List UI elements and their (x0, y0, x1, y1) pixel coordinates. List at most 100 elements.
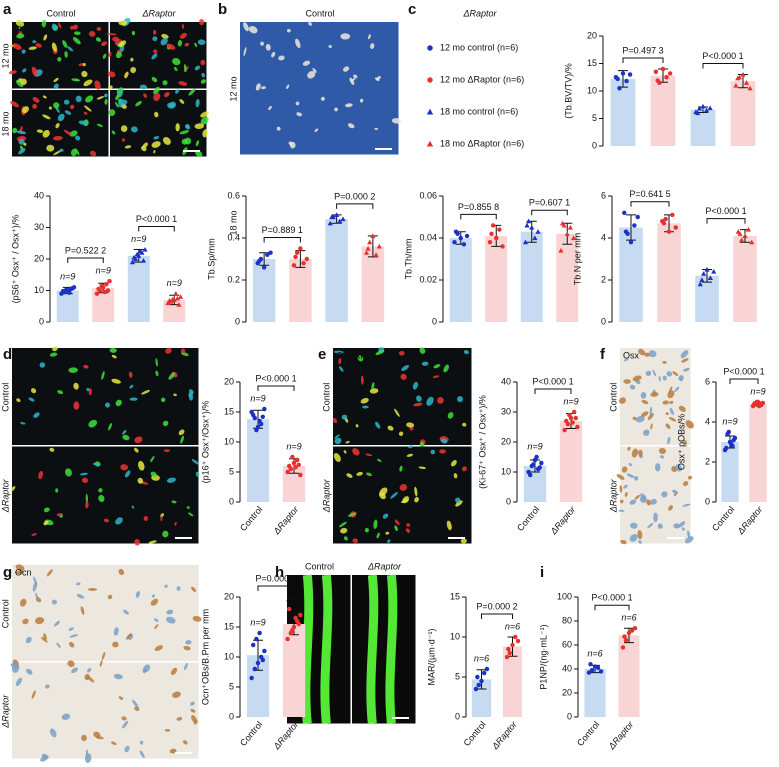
cell (151, 141, 161, 148)
cell (286, 84, 290, 90)
cell (40, 755, 49, 762)
cell (176, 586, 181, 591)
cell (20, 78, 27, 86)
cell (160, 397, 166, 403)
data-point (522, 239, 529, 245)
data-point (293, 254, 298, 260)
data-point (528, 472, 533, 478)
cell (152, 36, 158, 42)
column-label: ΔRaptor (141, 8, 176, 18)
cell (154, 645, 164, 651)
data-point (666, 229, 672, 234)
cell (64, 51, 68, 58)
significance-bracket (702, 63, 744, 69)
data-point (257, 630, 262, 636)
cell (49, 447, 55, 452)
data-point (617, 86, 622, 91)
cell (172, 691, 181, 698)
cell (681, 527, 685, 531)
data-point (254, 636, 259, 642)
data-point (704, 266, 710, 272)
cell (153, 29, 157, 35)
cell (101, 41, 108, 47)
cell (343, 66, 350, 72)
cell (173, 393, 177, 397)
cell (195, 98, 200, 108)
cell (92, 462, 101, 466)
cell (678, 377, 683, 382)
y-tick-label: 4 (601, 232, 606, 242)
n-label: n=9 (527, 441, 542, 451)
cell (377, 458, 382, 462)
legend-label: 18 mo ΔRaptor (n=6) (440, 138, 524, 148)
data-point (290, 454, 295, 460)
cell (10, 486, 16, 492)
panel-letter: c (408, 1, 416, 18)
y-tick-label: 0 (235, 316, 240, 326)
data-point (490, 223, 496, 228)
cell (278, 55, 285, 61)
cell (26, 668, 33, 675)
row-label: Control (0, 383, 10, 412)
panel-letter: b (218, 1, 227, 18)
cell (166, 609, 174, 615)
cell (623, 484, 628, 489)
row-label: 18 mo (228, 210, 238, 235)
micrograph (12, 90, 109, 157)
cell (36, 129, 44, 133)
cell (16, 398, 21, 403)
data-point (571, 409, 577, 415)
cell (652, 369, 657, 377)
y-tick-label: 0 (705, 496, 710, 506)
y-tick-label: 5 (592, 113, 597, 123)
cell (162, 420, 169, 427)
cell (623, 379, 632, 384)
cell (374, 77, 380, 82)
cell (180, 348, 186, 353)
cell (16, 33, 25, 39)
cell (359, 98, 364, 103)
y-tick-label: 5 (229, 681, 234, 691)
significance-bracket (729, 378, 759, 384)
x-tick-label: Control (710, 504, 736, 533)
cell (341, 414, 348, 420)
cell (138, 460, 145, 471)
cell (150, 455, 155, 463)
cell (183, 740, 188, 745)
cell (104, 93, 108, 98)
panel-letter: e (318, 346, 326, 363)
cell (134, 539, 140, 546)
cell (174, 521, 177, 526)
significance-bracket (534, 388, 572, 394)
cell (40, 636, 48, 643)
cell (69, 104, 75, 110)
cell (101, 371, 105, 380)
cell (662, 361, 667, 364)
bar (246, 655, 270, 717)
cell (113, 673, 123, 680)
data-point (285, 636, 290, 642)
cell (106, 33, 117, 36)
y-axis-label: (Tb.BV/TV)/% (563, 63, 573, 119)
significance-bracket (594, 604, 630, 611)
cell (71, 78, 81, 82)
cell (32, 97, 40, 103)
cell (85, 501, 89, 509)
cell (164, 91, 170, 98)
cell (87, 667, 92, 673)
cell (334, 437, 342, 445)
cell (85, 95, 94, 103)
cell (150, 471, 157, 478)
y-tick-label: 2 (601, 274, 606, 284)
cell (446, 520, 452, 531)
p-value: P<0.000 1 (705, 206, 746, 216)
cell (153, 86, 160, 95)
significance-bracket (263, 237, 301, 243)
bar (282, 624, 306, 717)
data-point (260, 414, 265, 420)
cell (15, 570, 24, 575)
y-axis-label: Tb.Th/mm (403, 238, 413, 279)
cell (183, 645, 191, 651)
x-tick-label: ΔRaptor (606, 719, 636, 752)
cell (623, 358, 629, 362)
